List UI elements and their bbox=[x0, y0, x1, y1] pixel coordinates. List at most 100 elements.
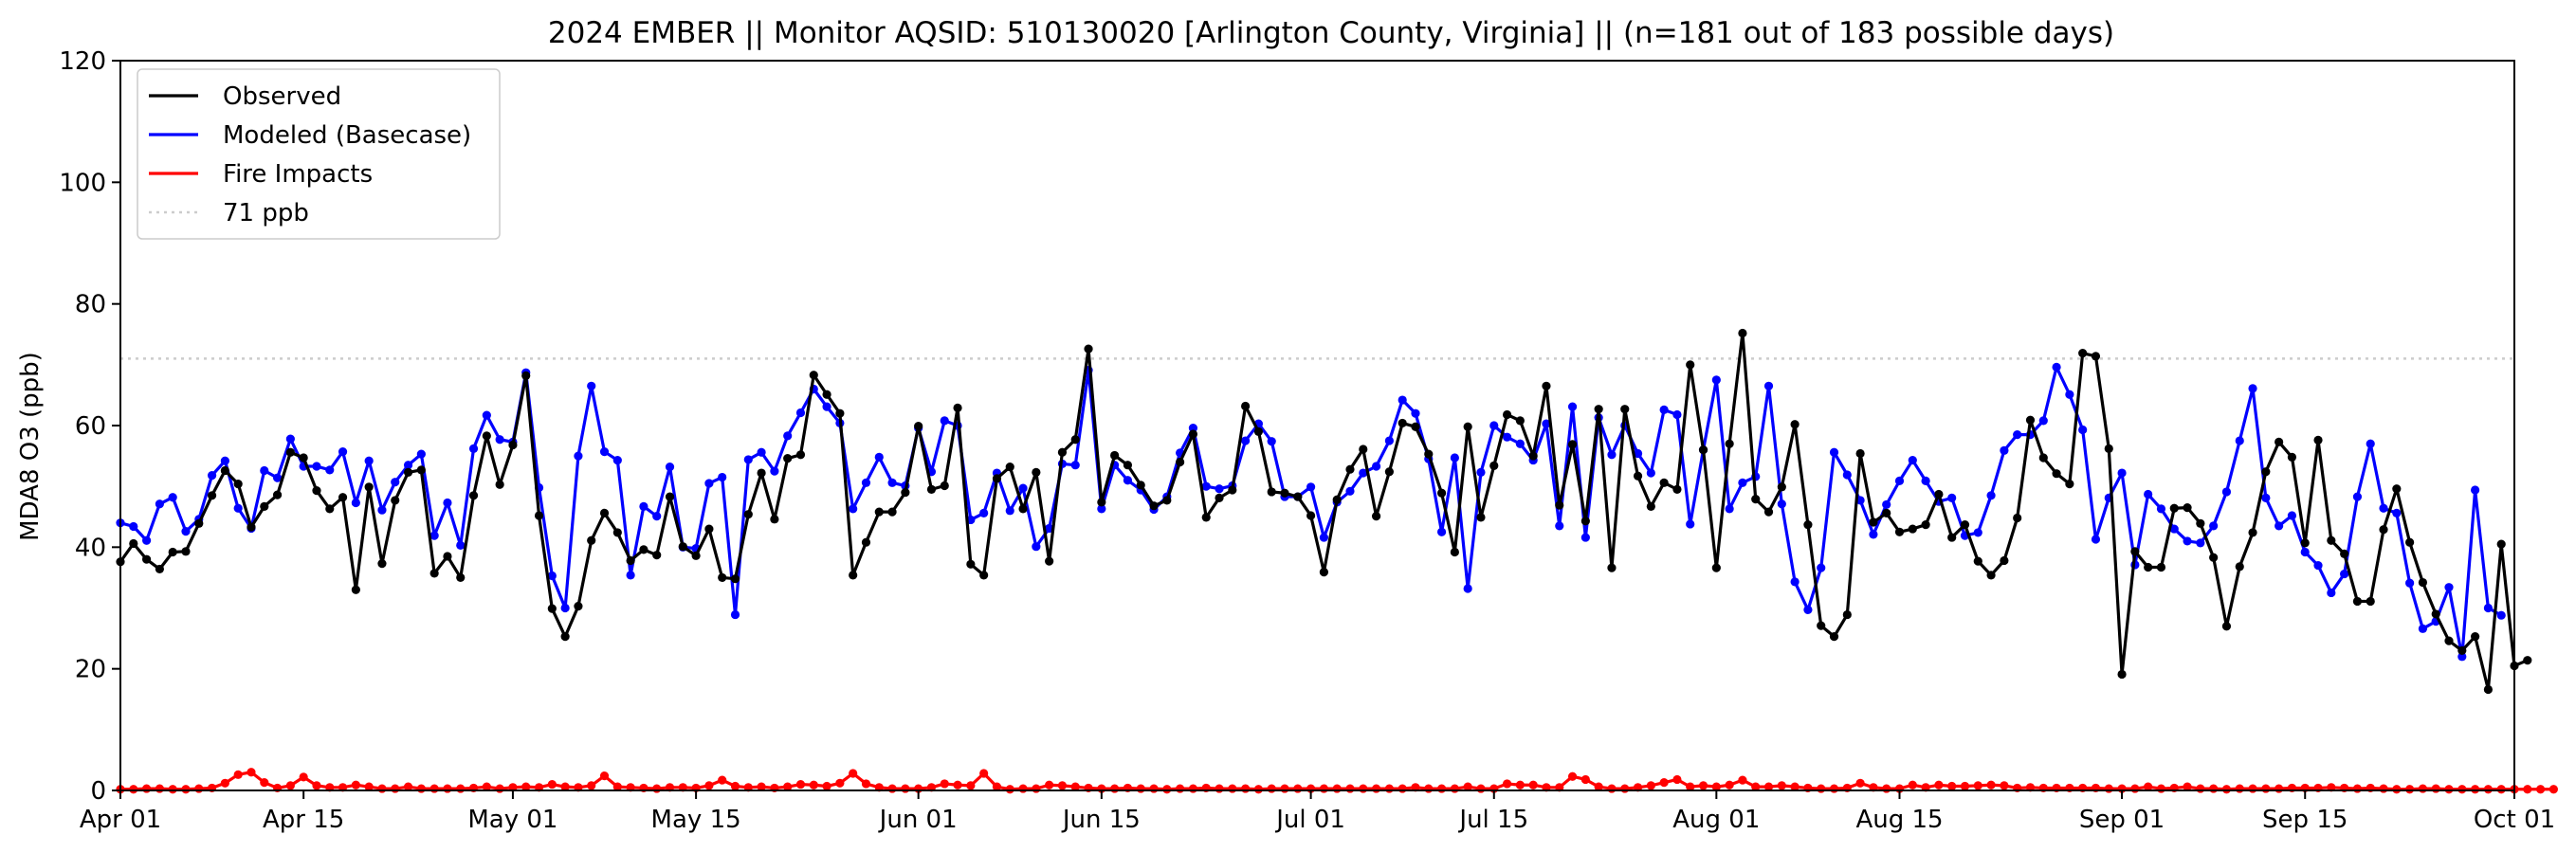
data-point-observed bbox=[678, 542, 687, 552]
data-point-modeled-basecase bbox=[220, 456, 229, 465]
data-point-observed bbox=[1384, 467, 1394, 477]
data-point-observed bbox=[757, 468, 766, 478]
data-point-observed bbox=[1123, 461, 1133, 470]
data-point-observed bbox=[1515, 416, 1525, 426]
data-point-modeled-basecase bbox=[1790, 577, 1800, 587]
data-point-observed bbox=[285, 447, 295, 457]
data-point-modeled-basecase bbox=[443, 498, 452, 508]
data-point-modeled-basecase bbox=[704, 479, 714, 488]
x-tick-label: Jun 15 bbox=[1061, 806, 1141, 834]
data-point-observed bbox=[1476, 513, 1486, 522]
data-point-observed bbox=[1842, 609, 1852, 620]
data-point-fire-impacts bbox=[2104, 784, 2113, 793]
data-point-observed bbox=[704, 524, 714, 534]
data-point-observed bbox=[599, 508, 610, 518]
data-point-observed bbox=[1018, 504, 1028, 514]
x-tick-label: Sep 01 bbox=[2079, 806, 2165, 834]
data-point-observed bbox=[2065, 480, 2074, 489]
x-tick-label: Aug 01 bbox=[1672, 806, 1760, 834]
x-tick-label: Jul 01 bbox=[1274, 806, 1345, 834]
data-point-observed bbox=[1960, 519, 1970, 530]
data-point-observed bbox=[2000, 555, 2009, 566]
data-point-observed bbox=[1045, 556, 1054, 566]
data-point-fire-impacts bbox=[364, 782, 374, 791]
data-point-observed bbox=[1542, 381, 1551, 390]
data-point-modeled-basecase bbox=[2379, 503, 2388, 513]
data-point-fire-impacts bbox=[547, 779, 557, 789]
data-point-fire-impacts bbox=[1136, 784, 1145, 793]
data-point-fire-impacts bbox=[1293, 784, 1303, 793]
data-point-observed bbox=[312, 486, 321, 496]
legend-label-observed: Observed bbox=[223, 82, 341, 111]
data-point-observed bbox=[1633, 471, 1643, 481]
data-point-observed bbox=[1973, 556, 1982, 566]
data-point-observed bbox=[2025, 415, 2036, 425]
data-point-fire-impacts bbox=[1908, 780, 1917, 789]
data-point-modeled-basecase bbox=[1463, 584, 1472, 593]
data-point-modeled-basecase bbox=[1359, 468, 1368, 478]
data-point-modeled-basecase bbox=[2156, 504, 2166, 514]
data-point-fire-impacts bbox=[1567, 771, 1578, 781]
data-point-fire-impacts bbox=[1620, 784, 1630, 793]
data-point-observed bbox=[1777, 482, 1786, 492]
x-tick-label: Apr 01 bbox=[80, 806, 161, 834]
y-tick-label: 20 bbox=[75, 656, 106, 684]
data-point-modeled-basecase bbox=[155, 499, 164, 509]
data-point-fire-impacts bbox=[2379, 784, 2388, 793]
data-point-modeled-basecase bbox=[233, 503, 243, 513]
data-point-modeled-basecase bbox=[757, 447, 766, 457]
data-point-fire-impacts bbox=[429, 784, 439, 793]
data-point-observed bbox=[1280, 488, 1289, 498]
data-point-observed bbox=[1790, 420, 1800, 429]
data-point-observed bbox=[2078, 349, 2088, 358]
y-axis: 0 20 40 60 80 100 120 bbox=[59, 47, 120, 806]
data-point-modeled-basecase bbox=[1803, 605, 1813, 615]
data-point-observed bbox=[914, 422, 923, 431]
data-point-fire-impacts bbox=[1580, 774, 1590, 785]
data-point-fire-impacts bbox=[718, 775, 727, 785]
data-point-fire-impacts bbox=[953, 780, 962, 789]
data-point-modeled-basecase bbox=[2261, 493, 2271, 502]
x-tick-label: Jun 01 bbox=[878, 806, 958, 834]
data-point-observed bbox=[1188, 429, 1198, 439]
data-point-observed bbox=[521, 371, 531, 380]
data-point-observed bbox=[1934, 489, 1944, 499]
data-point-modeled-basecase bbox=[874, 452, 884, 462]
data-point-modeled-basecase bbox=[1436, 527, 1447, 536]
data-point-modeled-basecase bbox=[272, 473, 283, 482]
data-point-fire-impacts bbox=[652, 784, 662, 793]
data-point-modeled-basecase bbox=[325, 465, 335, 475]
data-point-modeled-basecase bbox=[887, 478, 897, 487]
data-point-observed bbox=[665, 492, 675, 501]
data-point-fire-impacts bbox=[1882, 784, 1891, 793]
data-point-observed bbox=[1698, 445, 1708, 455]
data-point-modeled-basecase bbox=[2183, 536, 2192, 546]
data-point-observed bbox=[1359, 445, 1368, 454]
data-point-modeled-basecase bbox=[665, 463, 675, 472]
data-point-modeled-basecase bbox=[2471, 485, 2480, 495]
chart-title: 2024 EMBER || Monitor AQSID: 510130020 [… bbox=[548, 16, 2114, 50]
data-point-modeled-basecase bbox=[1215, 484, 1224, 494]
data-point-observed bbox=[2221, 622, 2232, 631]
data-point-modeled-basecase bbox=[2313, 560, 2323, 571]
data-point-observed bbox=[2169, 503, 2179, 513]
data-point-modeled-basecase bbox=[1921, 476, 1930, 485]
data-point-fire-impacts bbox=[1110, 784, 1120, 793]
data-point-modeled-basecase bbox=[2221, 487, 2232, 497]
data-point-observed bbox=[2523, 656, 2532, 665]
data-point-modeled-basecase bbox=[1018, 483, 1028, 493]
data-point-fire-impacts bbox=[1725, 780, 1734, 789]
data-point-modeled-basecase bbox=[495, 435, 504, 445]
data-point-observed bbox=[1371, 512, 1381, 521]
data-point-fire-impacts bbox=[1960, 781, 1970, 791]
data-point-observed bbox=[508, 440, 518, 450]
data-point-observed bbox=[822, 390, 831, 399]
data-point-fire-impacts bbox=[495, 784, 504, 793]
data-point-fire-impacts bbox=[2235, 784, 2244, 793]
data-point-fire-impacts bbox=[2261, 784, 2271, 793]
data-point-observed bbox=[809, 371, 818, 380]
data-point-observed bbox=[639, 545, 649, 554]
data-point-modeled-basecase bbox=[940, 416, 949, 426]
data-point-fire-impacts bbox=[2418, 784, 2428, 793]
data-point-fire-impacts bbox=[1319, 784, 1328, 793]
